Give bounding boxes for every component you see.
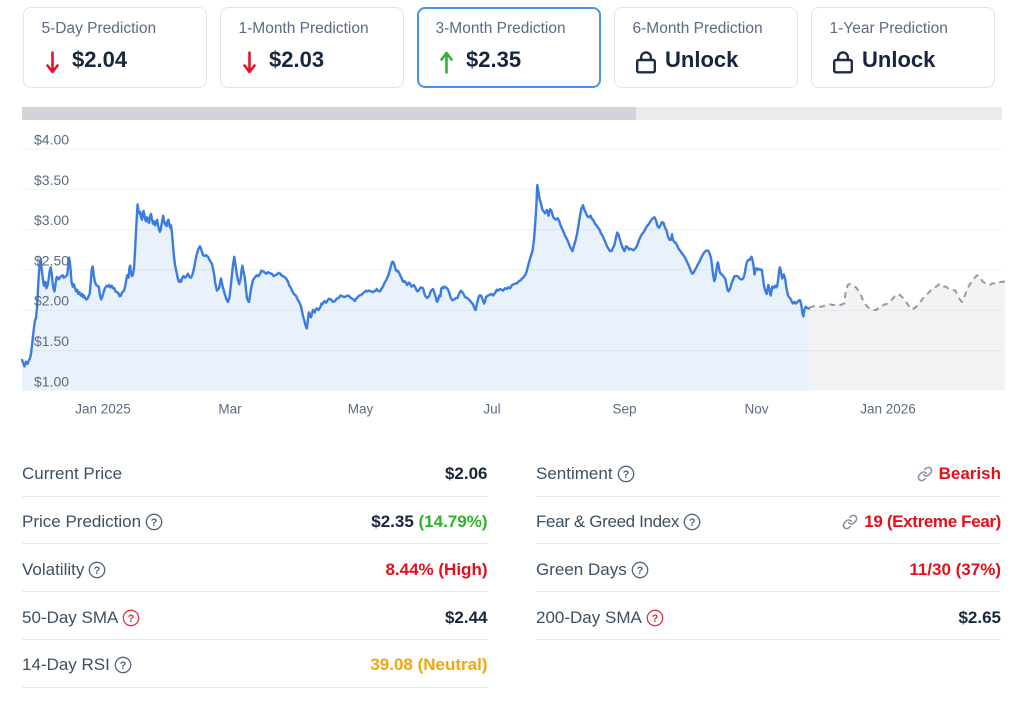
svg-text:Jan 2025: Jan 2025	[75, 402, 131, 417]
svg-text:$3.50: $3.50	[34, 172, 69, 188]
svg-text:Nov: Nov	[744, 402, 768, 417]
svg-text:Jan 2026: Jan 2026	[860, 402, 916, 417]
svg-text:?: ?	[128, 613, 135, 625]
svg-text:?: ?	[94, 565, 101, 577]
svg-text:$2.50: $2.50	[34, 252, 69, 268]
svg-text:May: May	[348, 402, 374, 417]
svg-text:$1.00: $1.00	[34, 373, 69, 389]
svg-text:?: ?	[636, 565, 643, 577]
svg-text:$4.00: $4.00	[34, 132, 69, 148]
svg-text:$1.50: $1.50	[34, 333, 69, 349]
svg-text:?: ?	[120, 660, 127, 672]
svg-text:Mar: Mar	[218, 402, 242, 417]
svg-text:?: ?	[651, 613, 658, 625]
svg-text:Sep: Sep	[612, 402, 636, 417]
svg-text:?: ?	[151, 517, 158, 529]
svg-text:?: ?	[689, 517, 696, 529]
svg-text:?: ?	[622, 469, 629, 481]
svg-text:Jul: Jul	[483, 402, 500, 417]
svg-text:$2.00: $2.00	[34, 293, 69, 309]
svg-text:$3.00: $3.00	[34, 212, 69, 228]
